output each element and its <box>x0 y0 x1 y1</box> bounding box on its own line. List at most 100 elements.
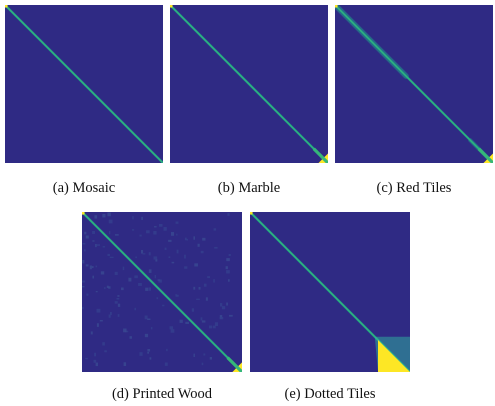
undefined <box>147 351 149 354</box>
undefined <box>95 362 99 367</box>
undefined <box>125 330 129 333</box>
undefined <box>91 266 94 269</box>
undefined <box>94 352 96 357</box>
undefined <box>129 336 132 339</box>
undefined <box>96 308 101 313</box>
undefined <box>134 275 138 279</box>
undefined <box>207 276 211 279</box>
undefined <box>99 320 103 322</box>
undefined <box>201 362 204 366</box>
undefined <box>176 249 179 254</box>
undefined <box>117 295 120 297</box>
undefined <box>219 303 223 307</box>
undefined <box>85 235 89 239</box>
undefined <box>153 231 157 235</box>
undefined <box>82 242 86 245</box>
undefined <box>205 297 208 301</box>
diagonal-core <box>82 212 242 372</box>
undefined <box>114 271 118 275</box>
undefined <box>145 287 149 291</box>
diagonal-core <box>170 5 328 163</box>
undefined <box>95 290 98 293</box>
undefined <box>144 333 149 338</box>
undefined <box>109 311 112 316</box>
undefined <box>89 265 92 270</box>
undefined <box>116 297 120 300</box>
undefined <box>122 266 125 271</box>
undefined <box>82 286 85 288</box>
undefined <box>193 353 195 358</box>
undefined <box>184 266 188 269</box>
undefined <box>132 229 135 231</box>
undefined <box>150 327 153 330</box>
undefined <box>228 253 231 257</box>
caption-printed-wood: (d) Printed Wood <box>111 386 213 402</box>
undefined <box>175 221 179 224</box>
undefined <box>132 216 134 220</box>
undefined <box>146 230 150 234</box>
undefined <box>219 315 223 319</box>
undefined <box>169 326 174 330</box>
undefined <box>228 279 230 282</box>
undefined <box>123 328 127 333</box>
undefined <box>209 356 213 360</box>
undefined <box>144 315 148 320</box>
undefined <box>86 293 89 296</box>
undefined <box>128 277 132 282</box>
undefined <box>186 238 188 241</box>
undefined <box>213 228 217 231</box>
undefined <box>191 308 195 312</box>
diagonal-start <box>82 212 85 215</box>
undefined <box>114 234 119 236</box>
undefined <box>202 237 206 241</box>
undefined <box>201 320 206 323</box>
undefined <box>94 215 98 219</box>
undefined <box>114 301 118 304</box>
undefined <box>147 348 151 352</box>
undefined <box>155 258 158 262</box>
undefined <box>200 250 204 254</box>
undefined <box>198 286 201 290</box>
undefined <box>96 244 101 246</box>
undefined <box>147 318 151 321</box>
undefined <box>85 264 89 267</box>
undefined <box>153 256 158 260</box>
corner-glow <box>312 147 328 163</box>
undefined <box>92 230 96 234</box>
undefined <box>196 298 200 300</box>
undefined <box>162 304 165 307</box>
undefined <box>164 362 168 366</box>
heatmap-dotted-tiles <box>250 212 410 372</box>
undefined <box>193 236 196 240</box>
undefined <box>138 282 142 286</box>
undefined <box>139 352 143 356</box>
undefined <box>168 239 172 242</box>
undefined <box>203 283 207 287</box>
diagonal-start <box>5 5 8 8</box>
undefined <box>212 325 216 329</box>
undefined <box>148 287 152 291</box>
undefined <box>149 357 152 360</box>
undefined <box>107 212 111 217</box>
undefined <box>154 226 157 228</box>
diagonal-start <box>170 5 173 8</box>
diagonal-start <box>250 212 253 215</box>
undefined <box>123 362 127 367</box>
undefined <box>139 234 142 237</box>
caption-mosaic: (a) Mosaic <box>52 180 116 196</box>
undefined <box>82 260 85 264</box>
undefined <box>193 286 196 290</box>
undefined <box>108 286 111 289</box>
corner-glow <box>477 147 493 163</box>
undefined <box>102 342 105 346</box>
corner-patch <box>378 340 410 372</box>
undefined <box>221 306 226 310</box>
undefined <box>168 256 171 258</box>
diagonal-start <box>335 5 338 8</box>
heatmap-mosaic <box>5 5 163 163</box>
undefined <box>92 275 94 279</box>
undefined <box>142 253 146 255</box>
undefined <box>197 243 200 247</box>
undefined <box>170 329 175 333</box>
undefined <box>117 303 121 307</box>
